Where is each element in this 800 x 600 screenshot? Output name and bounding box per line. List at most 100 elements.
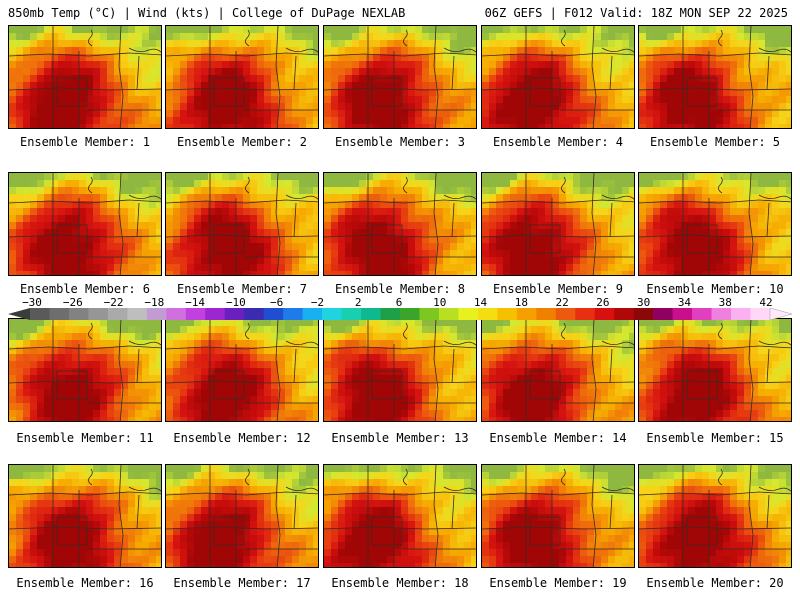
ensemble-caption-15: Ensemble Member: 15 <box>646 431 784 445</box>
colorbar-swatch <box>380 308 401 320</box>
colorbar-tick-label: −14 <box>185 296 206 309</box>
ensemble-caption-5: Ensemble Member: 5 <box>649 135 781 149</box>
ensemble-caption-3: Ensemble Member: 3 <box>334 135 466 149</box>
colorbar-tick-label: 42 <box>759 296 773 309</box>
ensemble-caption-1: Ensemble Member: 1 <box>19 135 151 149</box>
colorbar-swatch <box>497 308 518 320</box>
ensemble-panel-2 <box>165 25 319 129</box>
colorbar-swatch <box>263 308 284 320</box>
temperature-map <box>639 319 791 421</box>
state-borders <box>166 319 318 421</box>
state-borders <box>9 319 161 421</box>
state-borders <box>482 173 634 275</box>
ensemble-caption-13: Ensemble Member: 13 <box>331 431 469 445</box>
colorbar-swatch <box>49 308 70 320</box>
temperature-map <box>166 173 318 275</box>
colorbar-swatch <box>361 308 381 320</box>
ensemble-caption-20: Ensemble Member: 20 <box>646 576 784 590</box>
ensemble-caption-10: Ensemble Member: 10 <box>646 282 784 296</box>
state-borders <box>639 319 791 421</box>
colorbar-swatch <box>127 308 148 320</box>
state-borders <box>482 319 634 421</box>
colorbar-swatch <box>146 308 167 320</box>
ensemble-panel-7 <box>165 172 319 276</box>
temperature-map <box>166 26 318 128</box>
state-borders <box>324 465 476 567</box>
colorbar-swatch <box>614 308 634 320</box>
ensemble-panel-5 <box>638 25 792 129</box>
colorbar-swatch <box>594 308 615 320</box>
ensemble-panel-15 <box>638 318 792 422</box>
colorbar-right-arrow <box>769 308 792 320</box>
colorbar-swatch <box>283 308 303 320</box>
temperature-map <box>639 26 791 128</box>
colorbar-swatch <box>477 308 498 320</box>
title-right: 06Z GEFS | F012 Valid: 18Z MON SEP 22 20… <box>484 6 788 20</box>
colorbar-swatch <box>341 308 362 320</box>
state-borders <box>639 173 791 275</box>
colorbar-tick-label: 22 <box>555 296 569 309</box>
ensemble-panel-4 <box>481 25 635 129</box>
colorbar-tick-label: −26 <box>62 296 83 309</box>
state-borders <box>166 173 318 275</box>
colorbar-tick-label: 34 <box>677 296 692 309</box>
colorbar-tick-label: 18 <box>514 296 528 309</box>
temperature-map <box>9 173 161 275</box>
colorbar-tick-label: 30 <box>637 296 651 309</box>
colorbar-swatch <box>30 308 50 320</box>
temperature-map <box>324 26 476 128</box>
temperature-map <box>9 26 161 128</box>
temperature-map <box>482 319 634 421</box>
colorbar-swatch <box>692 308 712 320</box>
colorbar-swatch <box>166 308 187 320</box>
ensemble-panel-19 <box>481 464 635 568</box>
temperature-map <box>324 465 476 567</box>
ensemble-caption-7: Ensemble Member: 7 <box>176 282 308 296</box>
ensemble-caption-8: Ensemble Member: 8 <box>334 282 466 296</box>
temperature-map <box>166 319 318 421</box>
ensemble-caption-18: Ensemble Member: 18 <box>331 576 469 590</box>
colorbar-swatch <box>322 308 342 320</box>
state-borders <box>324 319 476 421</box>
colorbar-swatch <box>419 308 440 320</box>
colorbar-swatch <box>185 308 206 320</box>
colorbar-swatch <box>244 308 264 320</box>
state-borders <box>9 465 161 567</box>
ensemble-panel-6 <box>8 172 162 276</box>
ensemble-caption-6: Ensemble Member: 6 <box>19 282 151 296</box>
temperature-map <box>9 465 161 567</box>
colorbar-swatch <box>711 308 732 320</box>
temperature-map <box>482 173 634 275</box>
ensemble-caption-11: Ensemble Member: 11 <box>16 431 154 445</box>
colorbar-swatch <box>536 308 557 320</box>
colorbar-swatch <box>88 308 109 320</box>
colorbar-tick-label: 38 <box>718 296 732 309</box>
colorbar-swatch <box>224 308 245 320</box>
colorbar-tick-label: 6 <box>395 296 403 309</box>
colorbar-tick-label: 10 <box>433 296 447 309</box>
colorbar-swatch <box>68 308 89 320</box>
colorbar-swatch <box>555 308 576 320</box>
colorbar-left-arrow <box>8 308 30 320</box>
ensemble-caption-2: Ensemble Member: 2 <box>176 135 308 149</box>
temperature-map <box>324 173 476 275</box>
ensemble-caption-9: Ensemble Member: 9 <box>492 282 624 296</box>
colorbar-tick-label: −22 <box>103 296 124 309</box>
colorbar-tick-label: 2 <box>354 296 362 309</box>
state-borders <box>166 26 318 128</box>
temperature-map <box>482 465 634 567</box>
temperature-map <box>9 319 161 421</box>
state-borders <box>324 173 476 275</box>
ensemble-caption-14: Ensemble Member: 14 <box>489 431 627 445</box>
colorbar-swatch <box>458 308 479 320</box>
colorbar-swatch <box>302 308 323 320</box>
ensemble-panel-10 <box>638 172 792 276</box>
ensemble-panel-3 <box>323 25 477 129</box>
state-borders <box>482 26 634 128</box>
colorbar-tick-label: −18 <box>144 296 165 309</box>
state-borders <box>324 26 476 128</box>
ensemble-panel-8 <box>323 172 477 276</box>
colorbar-tick-label: −2 <box>310 296 325 309</box>
colorbar-swatch <box>438 308 459 320</box>
ensemble-panel-1 <box>8 25 162 129</box>
